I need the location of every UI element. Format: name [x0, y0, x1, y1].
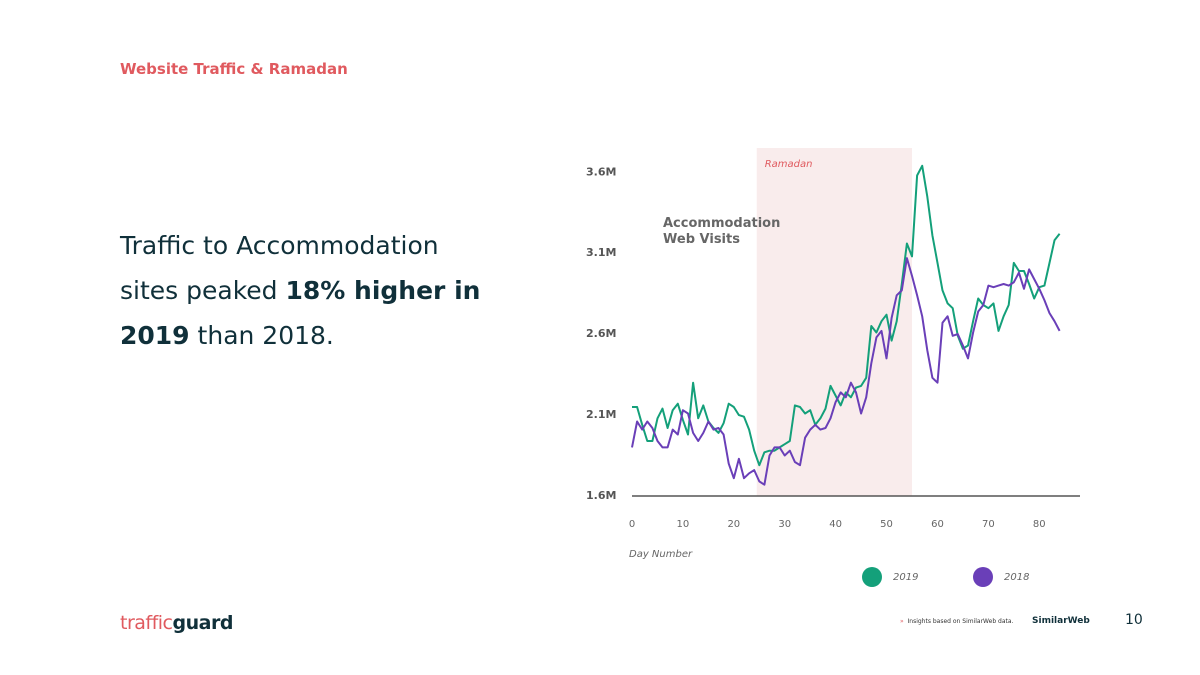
x-tick-label: 30 [778, 519, 791, 530]
x-tick-label: 60 [931, 519, 944, 530]
source-brand: SimilarWeb [1032, 616, 1090, 626]
shaded-region [756, 148, 912, 496]
footnote-text: Insights based on SimilarWeb data. [907, 618, 1014, 625]
headline-emphasis: 18% higher in 2019 [120, 276, 481, 350]
y-tick-label: 1.6M [586, 489, 616, 502]
headline: Traffic to Accommodation sites peaked 18… [120, 223, 490, 358]
x-tick-label: 0 [629, 519, 635, 530]
logo: trafficguard [120, 612, 233, 634]
headline-text: than 2018. [189, 321, 334, 350]
y-tick-label: 2.1M [586, 408, 616, 421]
y-tick-label: 3.1M [586, 246, 616, 259]
logo-text: guard [172, 612, 234, 634]
x-axis-label: Day Number [629, 549, 693, 560]
legend-marker [973, 567, 993, 587]
line-series [632, 164, 1061, 467]
x-tick-label: 80 [1033, 519, 1046, 530]
x-tick-label: 20 [727, 519, 740, 530]
shaded-region-label: Ramadan [765, 159, 813, 170]
chart-annotation: Accommodation Web Visits [663, 216, 780, 247]
x-tick-label: 10 [677, 519, 690, 530]
x-tick-label: 40 [829, 519, 842, 530]
slide-title: Website Traffic & Ramadan [120, 60, 348, 78]
page-number: 10 [1125, 612, 1143, 628]
y-tick-label: 2.6M [586, 327, 616, 340]
legend-marker [862, 567, 882, 587]
x-tick-label: 50 [880, 519, 893, 530]
legend-label: 2019 [893, 572, 918, 583]
x-tick-label: 70 [982, 519, 995, 530]
headline-text: Traffic to Accommodation sites peaked [120, 231, 439, 305]
logo-text: traffic [120, 612, 173, 634]
chevron-icon: » [900, 618, 904, 625]
line-series [631, 257, 1061, 486]
legend-label: 2018 [1004, 572, 1029, 583]
footnote: » Insights based on SimilarWeb data. [900, 618, 1013, 625]
y-tick-label: 3.6M [586, 165, 616, 178]
